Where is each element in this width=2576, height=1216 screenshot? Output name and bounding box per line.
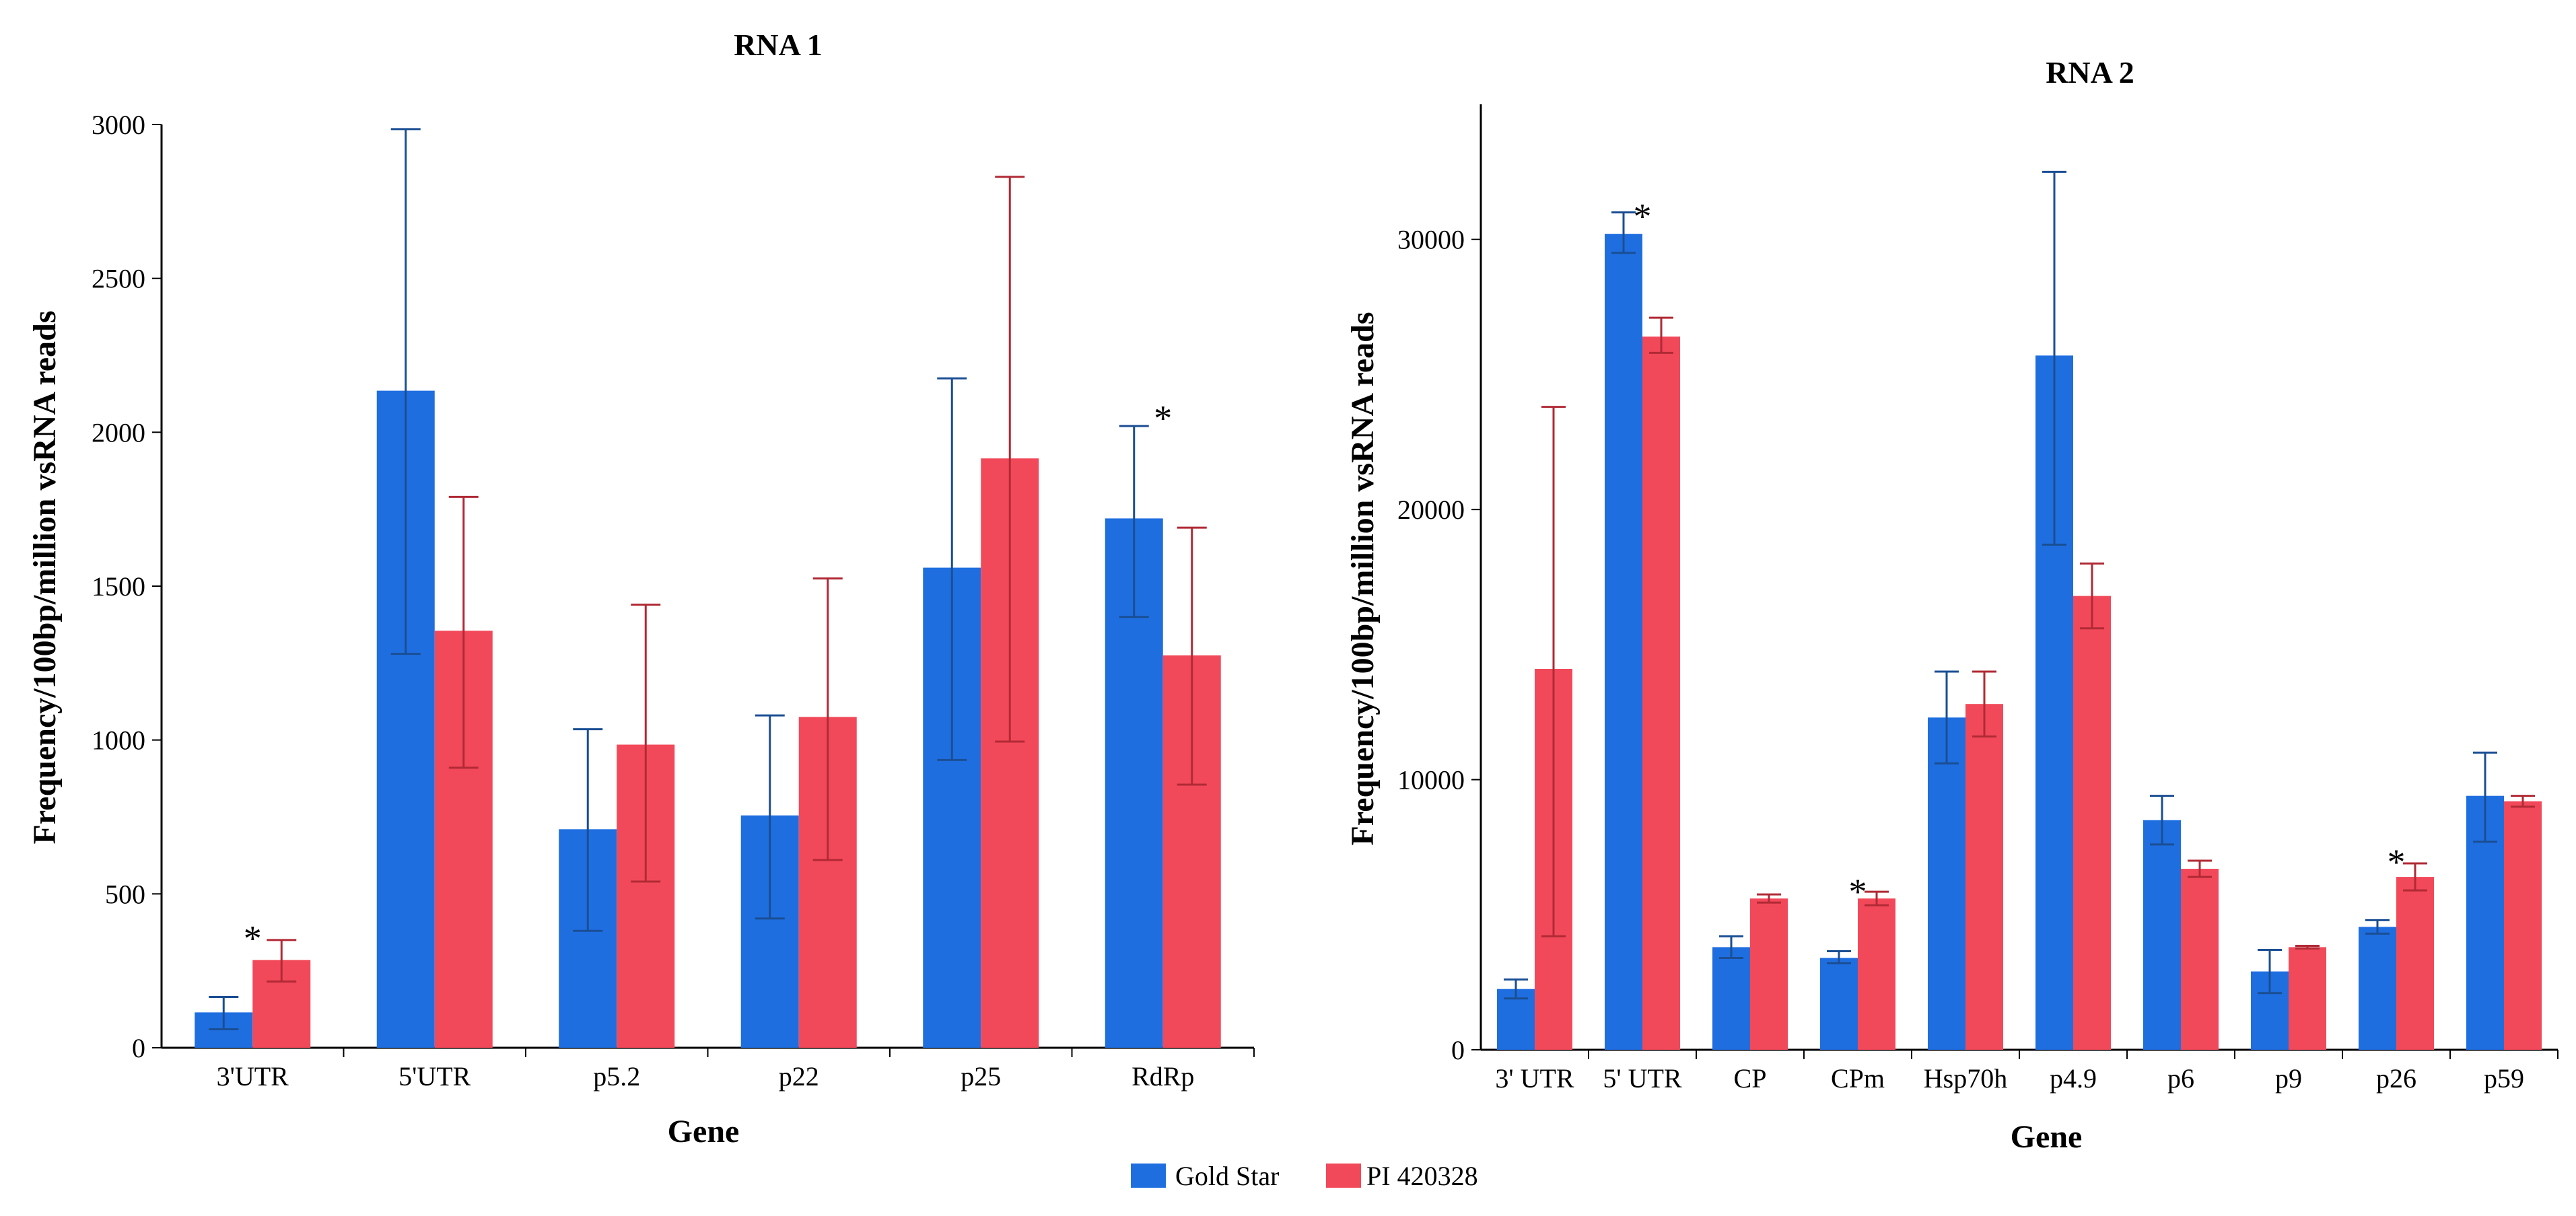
rna1-y-tick-label: 1000 bbox=[92, 725, 145, 756]
rna1-error-bar-pi-420328-p5-2 bbox=[631, 603, 661, 883]
rna2-bar-gold-star-cpm bbox=[1820, 958, 1858, 1050]
rna2-error-bar-pi-420328-p26 bbox=[2403, 862, 2427, 892]
rna1-x-axis-label: Gene bbox=[668, 1114, 740, 1149]
rna1-y-tick-label: 3000 bbox=[92, 110, 145, 140]
rna2-x-tick-label-3-utr: 3' UTR bbox=[1495, 1063, 1574, 1094]
rna2-x-tick-label-hsp70h: Hsp70h bbox=[1924, 1063, 2007, 1094]
rna2-x-ticks: 3' UTR 5' UTR CP CPm Hsp70h p4.9 p6 p9 p26 p59 bbox=[1495, 1050, 2558, 1094]
rna1-y-axis-label: Frequency/100bp/million vsRNA reads bbox=[27, 311, 63, 845]
rna2-bar-pi-420328-p59 bbox=[2504, 801, 2542, 1050]
rna2-x-tick-label-p9: p9 bbox=[2275, 1063, 2302, 1094]
legend-swatch-gold-star bbox=[1131, 1164, 1166, 1188]
rna1-error-bar-pi-420328-p25 bbox=[995, 176, 1025, 743]
rna2-significance-star: * bbox=[2388, 842, 2406, 882]
rna2-error-bar-gold-star-hsp70h bbox=[1935, 670, 1959, 764]
rna1-y-ticks: 0 500 1000 1500 2000 2500 3000 bbox=[92, 110, 162, 1063]
rna1-y-tick-label: 1500 bbox=[92, 571, 145, 602]
rna2-bar-pi-420328-cpm bbox=[1858, 898, 1895, 1050]
rna1-x-tick-label-rdrp: RdRp bbox=[1132, 1061, 1194, 1092]
rna2-y-tick-label: 30000 bbox=[1397, 225, 1465, 255]
rna1-error-bar-gold-star-5-utr bbox=[390, 128, 421, 655]
rna2-chart: RNA 2 Frequency/100bp/million vsRNA read… bbox=[1345, 55, 2558, 1155]
rna2-error-bar-pi-420328-cp bbox=[1757, 893, 1781, 904]
rna2-error-bar-pi-420328-5-utr bbox=[1649, 316, 1673, 354]
rna1-chart-title: RNA 1 bbox=[734, 28, 823, 62]
rna2-significance-star: * bbox=[1849, 871, 1867, 912]
rna1-error-bar-gold-star-rdrp bbox=[1119, 425, 1149, 618]
rna1-significance-star: * bbox=[244, 918, 262, 958]
rna2-bar-gold-star-cp bbox=[1712, 947, 1750, 1050]
rna2-error-bar-pi-420328-p4-9 bbox=[2080, 562, 2104, 630]
rna1-x-tick-label-p5-2: p5.2 bbox=[593, 1061, 640, 1092]
rna2-y-ticks: 0 10000 20000 30000 bbox=[1397, 225, 1481, 1065]
rna2-error-bar-pi-420328-p6 bbox=[2188, 859, 2212, 878]
rna2-error-bar-pi-420328-hsp70h bbox=[1972, 670, 1996, 738]
rna2-bar-pi-420328-cp bbox=[1750, 898, 1788, 1050]
rna1-error-bar-gold-star-p22 bbox=[755, 714, 785, 920]
rna2-x-tick-label-p59: p59 bbox=[2484, 1063, 2524, 1094]
rna2-bars: * * * bbox=[1497, 170, 2542, 1050]
rna1-significance-star: * bbox=[1154, 398, 1172, 438]
rna2-error-bar-pi-420328-cpm bbox=[1865, 890, 1889, 906]
rna2-bar-gold-star-5-utr bbox=[1605, 234, 1642, 1050]
rna1-y-tick-label: 2500 bbox=[92, 264, 145, 294]
rna2-y-tick-label: 0 bbox=[1451, 1035, 1465, 1065]
rna2-bar-pi-420328-p6 bbox=[2181, 869, 2219, 1050]
rna2-error-bar-pi-420328-3-utr bbox=[1541, 406, 1566, 937]
rna2-x-tick-label-p6: p6 bbox=[2167, 1063, 2194, 1094]
rna1-x-tick-label-3-utr: 3'UTR bbox=[217, 1061, 289, 1092]
rna2-x-tick-label-p26: p26 bbox=[2376, 1063, 2416, 1094]
rna2-y-tick-label: 10000 bbox=[1397, 765, 1465, 795]
rna1-error-bar-pi-420328-p22 bbox=[812, 577, 843, 861]
rna2-significance-star: * bbox=[1634, 196, 1652, 237]
rna2-bar-gold-star-p26 bbox=[2359, 927, 2396, 1050]
rna1-y-tick-label: 0 bbox=[132, 1033, 145, 1063]
rna1-error-bar-pi-420328-rdrp bbox=[1177, 526, 1207, 786]
rna2-error-bar-gold-star-p26 bbox=[2365, 919, 2390, 935]
rna1-x-tick-label-p22: p22 bbox=[779, 1061, 819, 1092]
rna2-x-tick-label-p4-9: p4.9 bbox=[2050, 1063, 2097, 1094]
legend: Gold Star PI 420328 bbox=[1131, 1161, 1478, 1191]
rna1-chart: RNA 1 Frequency/100bp/million vsRNA read… bbox=[27, 28, 1255, 1149]
rna2-error-bar-gold-star-p6 bbox=[2150, 795, 2174, 846]
legend-swatch-pi-420328 bbox=[1326, 1164, 1361, 1188]
rna1-error-bar-gold-star-p5-2 bbox=[573, 728, 603, 932]
rna2-bar-pi-420328-p4-9 bbox=[2073, 596, 2111, 1050]
rna2-x-tick-label-cp: CP bbox=[1734, 1063, 1767, 1094]
rna1-bars: ** bbox=[195, 128, 1221, 1048]
rna2-y-axis-label: Frequency/100bp/million vsRNA reads bbox=[1345, 312, 1381, 846]
rna2-bar-pi-420328-hsp70h bbox=[1965, 704, 2003, 1050]
rna1-error-bar-gold-star-p25 bbox=[937, 377, 967, 761]
rna1-y-tick-label: 500 bbox=[105, 879, 145, 909]
rna2-bar-gold-star-hsp70h bbox=[1928, 717, 1965, 1050]
rna1-x-tick-label-p25: p25 bbox=[961, 1061, 1001, 1092]
rna1-error-bar-pi-420328-3-utr bbox=[267, 939, 297, 983]
rna2-x-tick-label-5-utr: 5' UTR bbox=[1603, 1063, 1682, 1094]
rna2-error-bar-gold-star-cpm bbox=[1827, 950, 1851, 965]
rna2-error-bar-gold-star-5-utr bbox=[1611, 211, 1636, 254]
rna1-error-bar-pi-420328-5-utr bbox=[448, 495, 479, 769]
rna2-error-bar-gold-star-p9 bbox=[2258, 948, 2282, 995]
rna2-error-bar-gold-star-3-utr bbox=[1504, 978, 1528, 1000]
rna2-bar-gold-star-p6 bbox=[2143, 820, 2181, 1050]
rna1-x-tick-label-5-utr: 5'UTR bbox=[398, 1061, 471, 1092]
rna2-x-axis-label: Gene bbox=[2011, 1119, 2083, 1155]
rna2-y-tick-label: 20000 bbox=[1397, 495, 1465, 525]
rna2-error-bar-pi-420328-p59 bbox=[2511, 795, 2535, 808]
rna2-error-bar-gold-star-p4-9 bbox=[2042, 170, 2066, 546]
rna2-error-bar-gold-star-p59 bbox=[2473, 751, 2497, 843]
rna2-error-bar-gold-star-cp bbox=[1719, 935, 1743, 960]
rna2-bar-pi-420328-p9 bbox=[2289, 947, 2326, 1050]
rna1-error-bar-gold-star-3-utr bbox=[209, 996, 239, 1031]
rna2-bar-pi-420328-5-utr bbox=[1642, 336, 1680, 1050]
legend-label-gold-star: Gold Star bbox=[1175, 1161, 1279, 1191]
legend-label-pi-420328: PI 420328 bbox=[1366, 1161, 1478, 1191]
rna1-y-tick-label: 2000 bbox=[92, 417, 145, 448]
rna2-error-bar-pi-420328-p9 bbox=[2295, 944, 2320, 950]
rna2-chart-title: RNA 2 bbox=[2046, 55, 2134, 90]
rna2-bar-pi-420328-p26 bbox=[2396, 877, 2434, 1050]
rna1-x-ticks: 3'UTR 5'UTR p5.2 p22 p25 RdRp bbox=[217, 1048, 1255, 1092]
rna2-x-tick-label-cpm: CPm bbox=[1831, 1063, 1885, 1094]
